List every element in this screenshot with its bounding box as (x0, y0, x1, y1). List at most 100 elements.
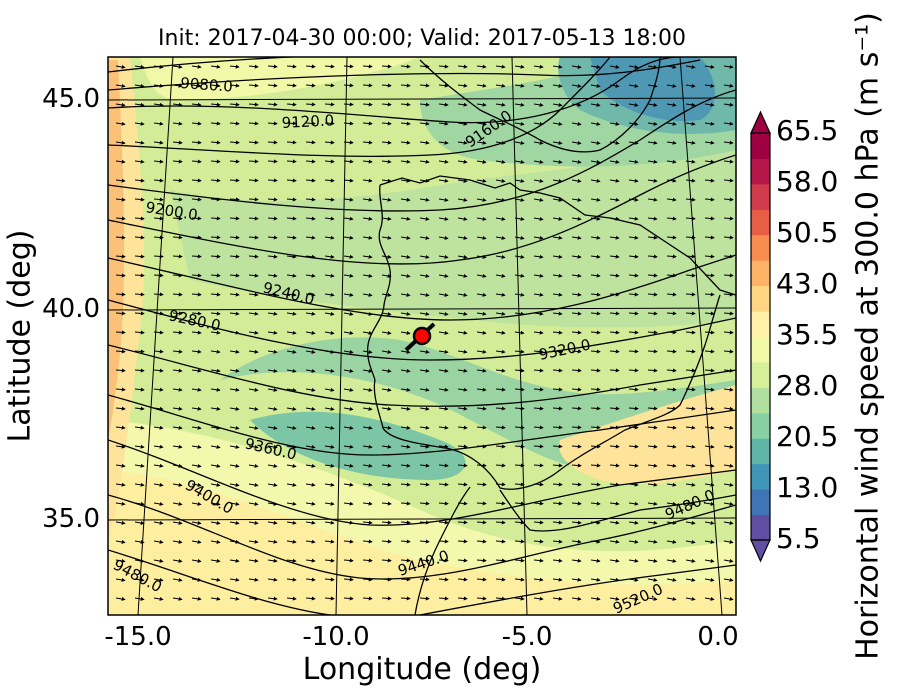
wind-arrow (305, 102, 316, 107)
wind-arrow (552, 387, 563, 392)
wind-arrow (666, 387, 677, 392)
wind-arrow (172, 425, 183, 430)
wind-arrow (628, 558, 639, 563)
wind-arrow (438, 254, 449, 259)
wind-arrow (172, 387, 183, 392)
wind-arrow (324, 368, 335, 373)
wind-arrow (514, 387, 525, 392)
wind-arrow (172, 444, 183, 449)
colorbar-cell (751, 285, 770, 312)
wind-arrow (552, 311, 563, 316)
colorbar-tick-label: 58.0 (776, 165, 839, 198)
wind-arrow (172, 577, 183, 582)
wind-arrow (628, 387, 639, 392)
wind-arrow (229, 463, 240, 468)
wind-arrow (457, 444, 468, 449)
wind-arrow (723, 444, 734, 449)
wind-arrow (419, 121, 430, 126)
wind-arrow (590, 406, 601, 411)
wind-arrow (229, 368, 240, 373)
wind-arrow (609, 254, 620, 259)
wind-arrow (248, 501, 259, 506)
wind-arrow (647, 387, 658, 392)
wind-arrow (343, 596, 354, 601)
wind-arrow (134, 64, 145, 69)
wind-arrow (457, 577, 468, 582)
wind-arrow (153, 178, 164, 183)
wind-arrow (343, 64, 354, 69)
wind-arrow (590, 64, 601, 69)
wind-arrow (153, 387, 164, 392)
wind-arrow (685, 178, 696, 183)
wind-arrow (286, 577, 297, 582)
wind-arrow (381, 368, 392, 373)
wind-arrow (248, 197, 259, 202)
wind-arrow (419, 235, 430, 240)
wind-arrow (115, 482, 126, 487)
wind-arrow (552, 159, 563, 164)
wind-arrow (476, 235, 487, 240)
wind-arrow (324, 273, 335, 278)
wind-arrow (704, 349, 715, 354)
wind-arrow (210, 235, 221, 240)
wind-arrow (286, 406, 297, 411)
wind-arrow (362, 501, 373, 506)
contour-label-9120: 9120.0 (281, 111, 334, 132)
wind-arrow (324, 482, 335, 487)
wind-arrow (476, 558, 487, 563)
wind-arrow (153, 444, 164, 449)
wind-arrow (533, 406, 544, 411)
colorbar-cell (751, 387, 770, 414)
wind-arrow (438, 216, 449, 221)
wind-arrow (229, 102, 240, 107)
wind-arrow (400, 406, 411, 411)
wind-arrow (343, 558, 354, 563)
wind-arrow (647, 254, 658, 259)
wind-arrow (438, 558, 449, 563)
wind-arrow (172, 501, 183, 506)
wind-arrow (172, 273, 183, 278)
wind-arrow (552, 577, 563, 582)
wind-arrow (609, 159, 620, 164)
wind-arrow (514, 197, 525, 202)
wind-arrow (685, 273, 696, 278)
wind-arrow (514, 254, 525, 259)
wind-arrow (571, 121, 582, 126)
wind-arrow (495, 292, 506, 297)
wind-arrow (647, 330, 658, 335)
wind-arrow (457, 596, 468, 601)
wind-arrow (381, 596, 392, 601)
wind-arrow (419, 463, 430, 468)
wind-arrow (533, 558, 544, 563)
wind-arrow (362, 197, 373, 202)
wind-arrow (153, 520, 164, 525)
wind-arrow (362, 577, 373, 582)
wind-arrow (704, 178, 715, 183)
wind-arrow (134, 121, 145, 126)
wind-arrow (457, 64, 468, 69)
wind-arrow (495, 273, 506, 278)
wind-arrow (647, 539, 658, 544)
wind-arrow (153, 558, 164, 563)
wind-arrow (685, 444, 696, 449)
wind-arrow (628, 178, 639, 183)
wind-arrow (172, 596, 183, 601)
colorbar-label: Horizontal wind speed at 300.0 hPa (m s⁻… (850, 12, 886, 660)
wind-arrow (457, 102, 468, 107)
wind-arrow (419, 387, 430, 392)
wind-arrow (115, 83, 126, 88)
wind-arrow (324, 558, 335, 563)
wind-arrow (609, 368, 620, 373)
wind-arrow (666, 159, 677, 164)
wind-arrow (571, 216, 582, 221)
wind-arrow (704, 121, 715, 126)
wind-arrow (229, 577, 240, 582)
wind-arrow (381, 178, 392, 183)
wind-arrow (400, 482, 411, 487)
wind-arrow (666, 140, 677, 145)
wind-arrow (305, 330, 316, 335)
wind-arrow (552, 121, 563, 126)
wind-arrow (362, 425, 373, 430)
wind-arrow (172, 178, 183, 183)
wind-arrow (419, 273, 430, 278)
